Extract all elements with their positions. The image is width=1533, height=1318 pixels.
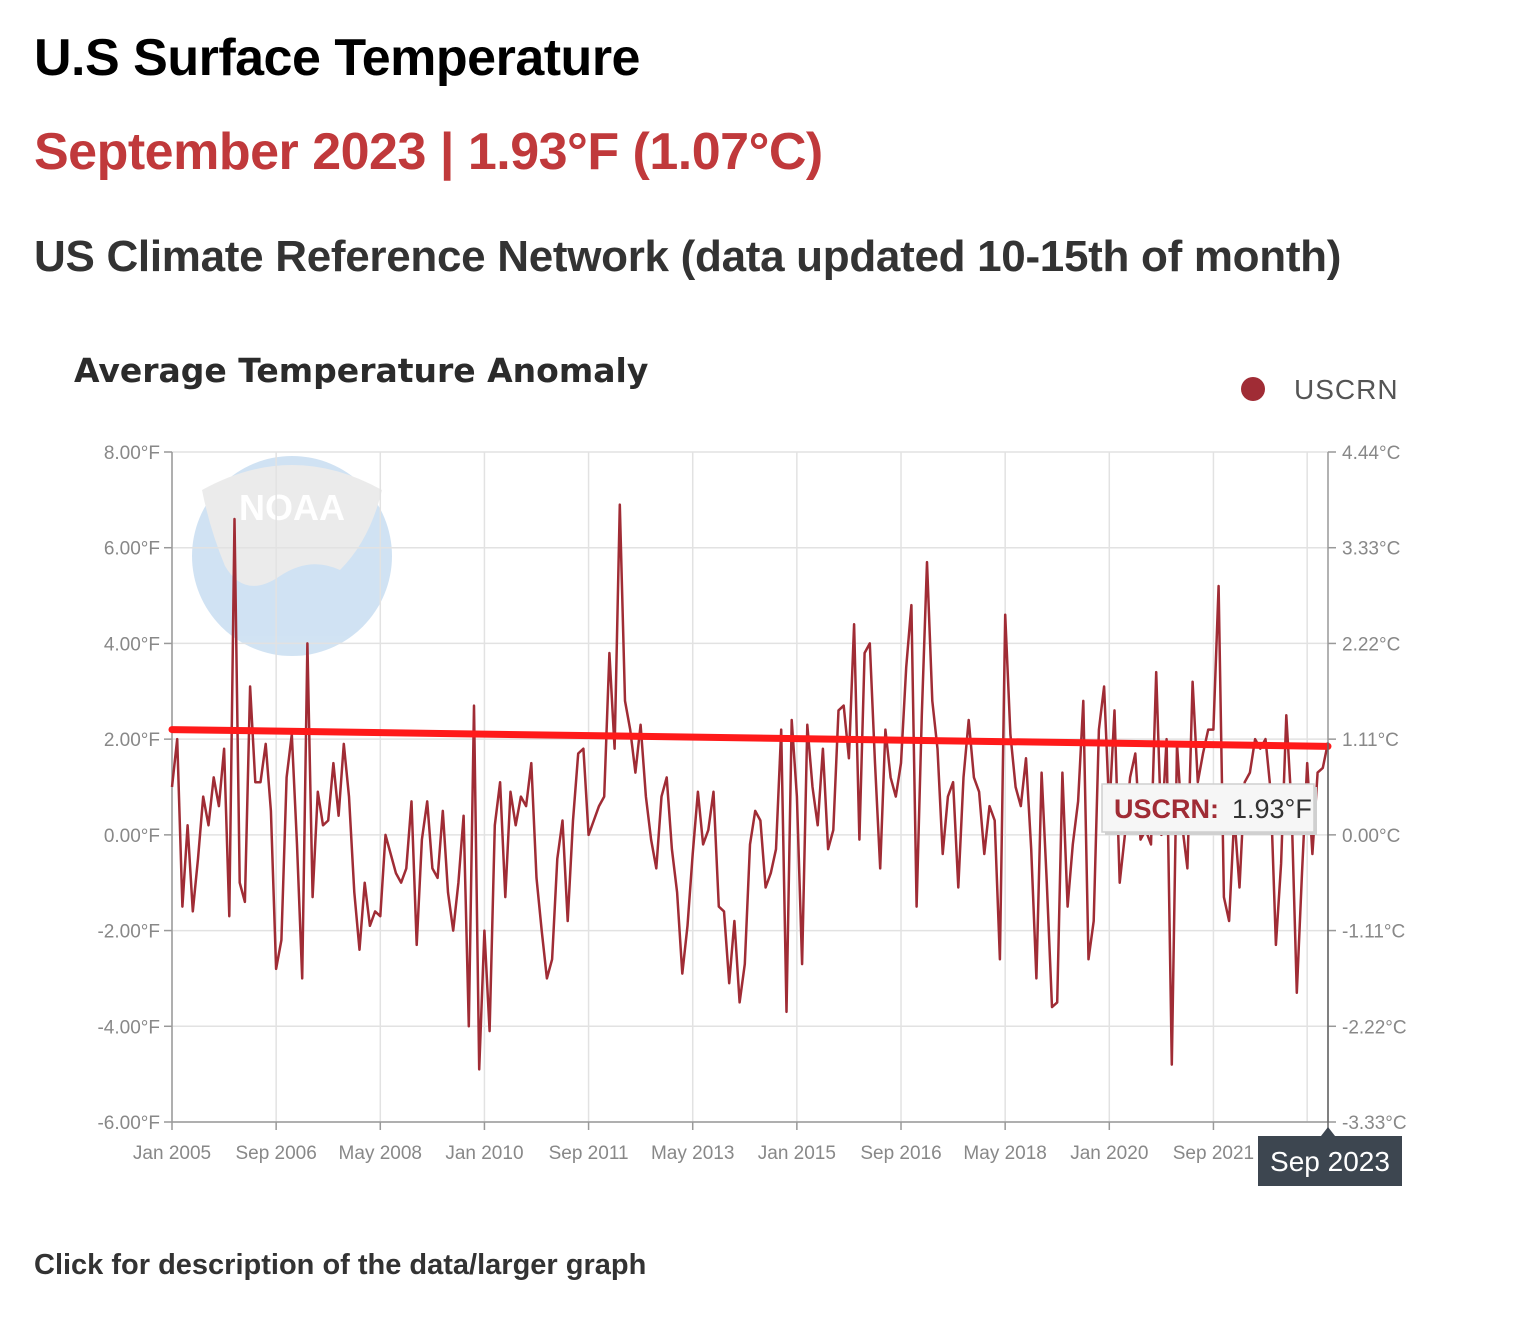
x-highlight-box: [1258, 1136, 1402, 1186]
x-highlight-pointer-icon: [1321, 1127, 1335, 1136]
y-tick-label-left: 4.00°F: [104, 634, 160, 655]
x-tick-label: Jan 2015: [758, 1143, 836, 1164]
chart-tick-labels: 8.00°F 4.44°C 6.00°F 3.33°C 4.00°F 2.22°C 2.00…: [97, 443, 1406, 1164]
chart-title: Average Temperature Anomaly: [74, 351, 648, 390]
temperature-anomaly-chart[interactable]: Average Temperature Anomaly USCRN NOAA 8…: [40, 330, 1480, 1210]
tooltip-value: 1.93°F: [1232, 794, 1312, 824]
x-highlight-flag: Sep 2023: [1258, 1127, 1402, 1186]
y-tick-label-left: 8.00°F: [104, 443, 160, 464]
x-tick-label: Sep 2011: [549, 1143, 629, 1164]
legend-label: USCRN: [1294, 374, 1399, 405]
noaa-logo-text: NOAA: [239, 487, 345, 528]
x-tick-label: May 2008: [339, 1143, 422, 1164]
y-tick-label-right: -2.22°C: [1342, 1017, 1407, 1038]
tooltip-box: [1101, 783, 1315, 833]
y-tick-label-right: -1.11°C: [1342, 922, 1405, 943]
y-tick-label-right: 0.00°C: [1342, 826, 1400, 847]
chart-overlay: USCRN: 1.93°F Sep 2023: [1101, 742, 1402, 1186]
hover-tooltip: USCRN: 1.93°F: [1101, 783, 1317, 835]
legend-marker-icon: [1241, 377, 1265, 401]
chart-series: [168, 503, 1332, 1071]
y-tick-label-right: 1.11°C: [1342, 730, 1399, 751]
x-tick-label: Jan 2010: [445, 1143, 523, 1164]
uscrn-series-line: [170, 503, 1330, 1071]
tooltip-series-label: USCRN:: [1114, 794, 1219, 824]
x-tick-label: Sep 2021: [1173, 1143, 1254, 1164]
x-tick-label: Jan 2005: [133, 1143, 211, 1164]
y-tick-label-left: 0.00°F: [104, 826, 160, 847]
y-tick-label-left: 2.00°F: [104, 730, 160, 751]
y-tick-label-right: 4.44°C: [1342, 443, 1400, 464]
x-tick-label: Jan 2020: [1070, 1143, 1148, 1164]
y-tick-label-left: -4.00°F: [97, 1017, 160, 1038]
x-tick-label: May 2013: [651, 1143, 734, 1164]
x-highlight-label: Sep 2023: [1270, 1146, 1390, 1177]
x-tick-label: May 2018: [963, 1143, 1046, 1164]
description-link[interactable]: Click for description of the data/larger…: [34, 1249, 647, 1281]
x-tick-label: Sep 2006: [235, 1143, 316, 1164]
data-source-heading: US Climate Reference Network (data updat…: [34, 232, 1342, 281]
legend[interactable]: USCRN: [1241, 374, 1399, 405]
noaa-logo-watermark: NOAA: [192, 456, 392, 656]
y-tick-label-right: -3.33°C: [1342, 1113, 1407, 1134]
page-title: U.S Surface Temperature: [34, 29, 640, 87]
y-tick-label-right: 3.33°C: [1342, 539, 1400, 560]
y-tick-label-left: -2.00°F: [97, 922, 160, 943]
noaa-logo-disc: [192, 456, 392, 656]
current-anomaly-subtitle: September 2023 | 1.93°F (1.07°C): [34, 123, 823, 181]
y-tick-label-left: 6.00°F: [104, 539, 160, 560]
y-tick-label-right: 2.22°C: [1342, 634, 1400, 655]
y-tick-label-left: -6.00°F: [97, 1113, 160, 1134]
x-tick-label: Sep 2016: [860, 1143, 941, 1164]
noaa-logo-gull-icon: [202, 465, 382, 586]
trend-line: [168, 726, 1332, 750]
